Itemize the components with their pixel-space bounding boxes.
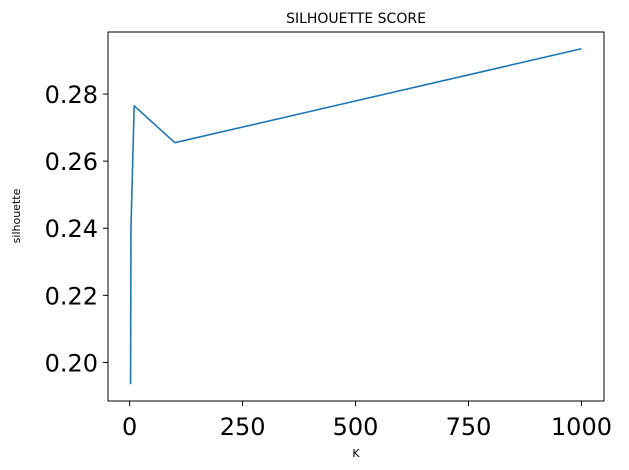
x-tick-label: 500 — [333, 413, 379, 441]
x-axis-label: K — [352, 447, 360, 460]
y-axis-label: silhouette — [10, 188, 23, 243]
x-tick-label: 250 — [220, 413, 266, 441]
y-tick-label: 0.28 — [45, 81, 98, 109]
series-group — [129, 47, 582, 385]
tick-group: 0 250 500 750 1000 0.20 0.22 0.24 0.26 0.28 — [45, 81, 612, 441]
y-tick-label: 0.22 — [45, 282, 98, 310]
y-tick-label: 0.26 — [45, 148, 98, 176]
y-tick-label: 0.24 — [45, 215, 98, 243]
chart-title: SILHOUETTE SCORE — [286, 11, 426, 27]
x-tick-label: 1000 — [551, 413, 612, 441]
x-tick-label: 750 — [446, 413, 492, 441]
plot-area-frame — [107, 31, 605, 402]
y-tick-label: 0.20 — [45, 349, 98, 377]
series-line-0 — [129, 47, 582, 385]
x-tick-label: 0 — [122, 413, 137, 441]
